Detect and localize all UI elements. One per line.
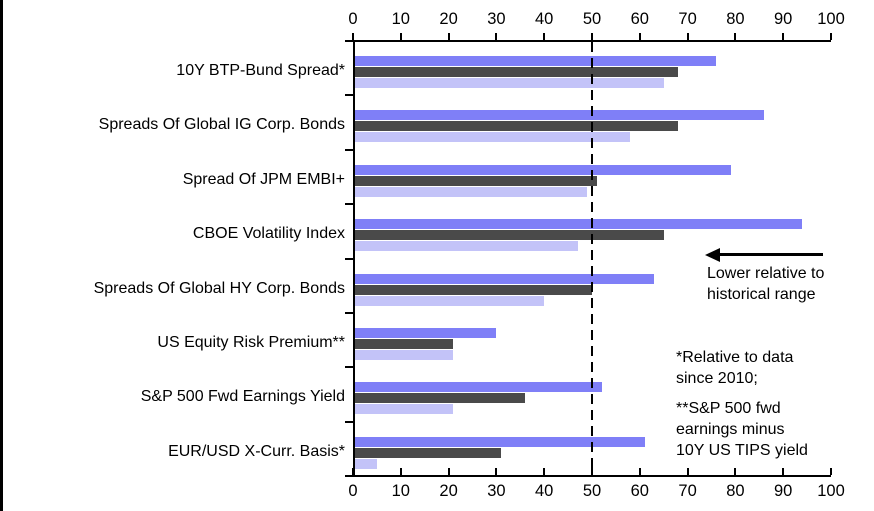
bottom-axis-tick-label: 70 xyxy=(678,482,697,500)
reference-line-50 xyxy=(591,42,593,475)
bar-light-lavender xyxy=(355,295,545,306)
bottom-axis-tick-label: 50 xyxy=(582,482,602,500)
y-axis-tick xyxy=(345,311,353,314)
bar-dark-gray xyxy=(355,121,679,132)
bar-blue xyxy=(355,273,655,284)
top-axis-tick xyxy=(782,33,785,40)
y-axis-tick xyxy=(345,40,353,42)
bottom-axis-tick-label: 90 xyxy=(774,482,793,500)
top-axis-tick xyxy=(686,33,689,40)
bottom-axis-tick xyxy=(734,468,737,475)
y-axis-line xyxy=(353,40,355,477)
top-axis-tick-label: 0 xyxy=(348,10,358,28)
bottom-axis-tick-label: 80 xyxy=(726,482,745,500)
y-axis-tick xyxy=(345,420,353,423)
bar-light-lavender xyxy=(355,458,377,469)
bar-dark-gray xyxy=(355,338,454,349)
bar-blue xyxy=(355,164,731,175)
bottom-axis-tick xyxy=(352,468,354,475)
bar-dark-gray xyxy=(355,230,664,241)
category-label: Spreads Of Global HY Corp. Bonds xyxy=(93,279,345,297)
top-axis-tick-label: 70 xyxy=(678,10,697,28)
bar-light-lavender xyxy=(355,78,664,88)
top-axis-tick xyxy=(399,33,402,40)
top-axis-tick xyxy=(591,33,593,40)
bottom-axis-tick xyxy=(782,468,785,475)
bar-blue xyxy=(355,327,497,338)
y-axis-tick xyxy=(345,203,353,206)
bottom-axis-tick-label: 100 xyxy=(817,482,845,500)
category-label: Spread Of JPM EMBI+ xyxy=(182,170,345,188)
y-axis-tick xyxy=(345,148,353,151)
bar-blue xyxy=(355,110,765,121)
bottom-axis-tick xyxy=(543,468,546,475)
top-axis-tick-label: 80 xyxy=(726,10,745,28)
bottom-axis-tick-label: 30 xyxy=(487,482,506,500)
bottom-axis-tick-label: 40 xyxy=(535,482,554,500)
top-axis-tick xyxy=(543,33,546,40)
bottom-axis-tick xyxy=(399,468,402,475)
left-arrow-icon xyxy=(705,247,720,262)
bottom-axis-tick xyxy=(830,468,832,475)
bar-blue xyxy=(355,56,717,66)
bar-dark-gray xyxy=(355,447,502,458)
y-axis-tick xyxy=(345,94,353,97)
bar-blue xyxy=(355,436,645,447)
top-axis-tick-label: 40 xyxy=(535,10,554,28)
top-axis-tick-label: 90 xyxy=(774,10,793,28)
footnote-sp500-tips: **S&P 500 fwd earnings minus 10Y US TIPS… xyxy=(676,400,808,459)
bottom-axis-tick xyxy=(447,468,450,475)
bottom-x-axis-line xyxy=(353,475,831,477)
category-label: S&P 500 Fwd Earnings Yield xyxy=(140,388,345,406)
top-axis-tick xyxy=(734,33,737,40)
bar-blue xyxy=(355,219,803,230)
top-axis-tick xyxy=(352,33,354,40)
top-axis-tick-label: 10 xyxy=(391,10,410,28)
bottom-axis-tick xyxy=(686,468,689,475)
bottom-axis-tick xyxy=(638,468,641,475)
bar-light-lavender xyxy=(355,349,454,360)
bottom-axis-tick-label: 10 xyxy=(391,482,410,500)
bar-light-lavender xyxy=(355,186,588,197)
bar-dark-gray xyxy=(355,393,526,404)
category-label: US Equity Risk Premium** xyxy=(157,333,345,351)
bottom-axis-tick-label: 60 xyxy=(630,482,649,500)
bottom-axis-tick-label: 0 xyxy=(348,482,358,500)
left-border-line xyxy=(0,0,3,511)
bar-blue xyxy=(355,382,602,393)
arrow-annotation: Lower relative to historical range xyxy=(707,265,825,303)
bar-dark-gray xyxy=(355,284,592,295)
top-axis-tick xyxy=(495,33,498,40)
bar-light-lavender xyxy=(355,132,631,143)
bar-light-lavender xyxy=(355,241,578,252)
category-label: 10Y BTP-Bund Spread* xyxy=(176,62,345,79)
top-axis-tick-label: 20 xyxy=(439,10,458,28)
category-label: Spreads Of Global IG Corp. Bonds xyxy=(98,116,345,134)
top-axis-tick-label: 100 xyxy=(817,10,845,28)
bottom-axis-tick-label: 20 xyxy=(439,482,458,500)
category-label: EUR/USD X-Curr. Basis* xyxy=(168,442,345,460)
y-axis-tick xyxy=(345,366,353,369)
top-x-axis-line xyxy=(353,40,831,42)
top-axis-tick xyxy=(447,33,450,40)
bar-dark-gray xyxy=(355,67,679,77)
top-axis-tick-label: 30 xyxy=(487,10,506,28)
top-axis-tick-label: 50 xyxy=(582,10,602,28)
bar-light-lavender xyxy=(355,404,454,415)
y-axis-tick xyxy=(345,257,353,260)
y-axis-tick xyxy=(345,475,353,477)
footnote-relative-to-data: *Relative to data since 2010; xyxy=(676,349,794,387)
top-axis-tick xyxy=(830,33,832,40)
top-axis-tick xyxy=(638,33,641,40)
category-label: CBOE Volatility Index xyxy=(192,225,345,243)
bottom-axis-tick xyxy=(495,468,498,475)
top-axis-tick-label: 60 xyxy=(630,10,649,28)
bar-dark-gray xyxy=(355,175,597,186)
left-arrow-shaft xyxy=(718,253,823,256)
